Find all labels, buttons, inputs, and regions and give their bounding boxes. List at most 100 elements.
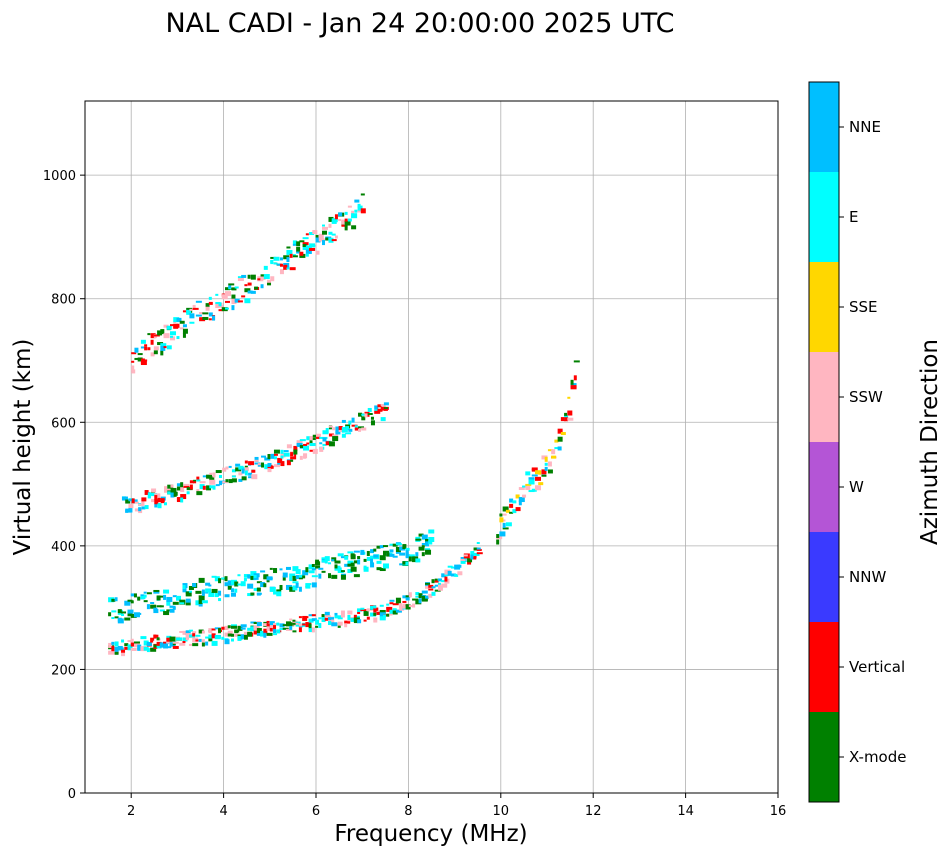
data-point [273, 591, 278, 595]
data-point [199, 317, 206, 322]
data-point [467, 558, 473, 563]
data-point [322, 443, 327, 446]
data-point [180, 482, 184, 488]
data-point [248, 476, 255, 479]
data-point [347, 563, 354, 567]
data-point [402, 561, 406, 565]
data-point [153, 334, 160, 337]
data-point [292, 240, 297, 246]
data-point [179, 320, 185, 324]
data-point [357, 619, 362, 624]
data-point [218, 598, 222, 602]
data-point [408, 592, 412, 598]
data-point [392, 555, 398, 558]
data-point [192, 632, 196, 637]
data-point [418, 598, 422, 604]
data-point [234, 581, 239, 587]
data-point [331, 233, 336, 236]
data-point [376, 545, 381, 549]
y-tick-label: 400 [51, 540, 76, 555]
data-point [111, 646, 115, 652]
data-point [340, 610, 345, 615]
data-point [234, 298, 240, 303]
data-point [156, 605, 162, 608]
data-point [218, 628, 222, 634]
data-point [198, 595, 205, 601]
data-point [189, 308, 193, 311]
data-point [305, 616, 309, 619]
data-point [241, 295, 246, 298]
data-point [234, 588, 238, 593]
colorbar-swatch [809, 622, 839, 712]
data-point [269, 577, 273, 580]
data-point [311, 582, 317, 588]
data-point [444, 573, 449, 577]
data-point [179, 327, 184, 330]
data-point [192, 631, 197, 634]
data-point [306, 442, 310, 445]
data-point [117, 647, 124, 651]
data-point [257, 463, 264, 467]
data-point [250, 571, 257, 576]
data-point [133, 593, 137, 598]
data-point [164, 488, 171, 493]
data-point [302, 244, 307, 248]
data-point [305, 583, 311, 589]
data-point [515, 494, 520, 499]
data-point [338, 212, 343, 217]
data-point [360, 609, 367, 612]
data-point [418, 533, 424, 537]
data-point [324, 556, 330, 562]
data-point [528, 479, 535, 485]
data-point [270, 276, 275, 282]
data-point [133, 641, 140, 644]
data-point [328, 617, 335, 621]
data-point [205, 303, 210, 308]
data-point [421, 542, 426, 545]
data-point [377, 408, 383, 412]
data-point [325, 237, 329, 241]
data-point [154, 503, 158, 508]
data-point [166, 646, 172, 649]
data-point [286, 267, 290, 270]
data-point [153, 644, 160, 648]
data-point [357, 205, 363, 211]
data-point [144, 490, 149, 493]
data-point [211, 628, 216, 631]
data-point [111, 598, 116, 602]
data-point [379, 555, 386, 561]
data-point [319, 446, 324, 452]
data-point [176, 483, 182, 487]
data-point [334, 235, 338, 239]
data-point [147, 347, 151, 351]
data-point [230, 592, 236, 597]
data-point [441, 573, 447, 578]
data-point [328, 216, 334, 222]
data-point [198, 601, 203, 607]
data-point [214, 593, 219, 598]
data-point [431, 591, 436, 596]
data-point [140, 346, 147, 349]
data-point [389, 553, 395, 557]
data-point [231, 469, 236, 473]
data-point [373, 605, 377, 609]
data-point [256, 632, 262, 636]
data-point [450, 566, 455, 569]
data-point [383, 402, 389, 406]
data-point [247, 574, 252, 579]
data-point [169, 636, 176, 642]
data-point [150, 333, 156, 339]
data-point [188, 643, 192, 646]
data-point [541, 469, 547, 475]
data-point [182, 328, 188, 334]
data-point [137, 596, 141, 601]
data-point [322, 230, 328, 235]
data-point [277, 457, 283, 463]
data-point [366, 550, 370, 556]
data-point [309, 440, 313, 444]
data-point [467, 560, 472, 565]
data-point [150, 604, 157, 609]
data-point [224, 582, 229, 587]
data-point [230, 588, 234, 593]
data-point [328, 562, 332, 565]
